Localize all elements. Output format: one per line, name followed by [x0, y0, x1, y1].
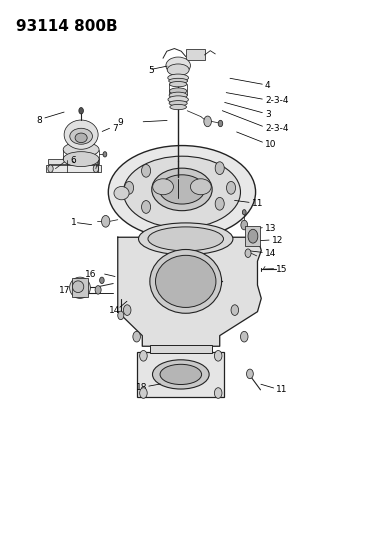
Circle shape: [141, 200, 150, 213]
Circle shape: [227, 181, 236, 194]
Ellipse shape: [152, 168, 212, 211]
Bar: [138, 352, 224, 397]
Circle shape: [124, 305, 131, 316]
Text: 93114 800B: 93114 800B: [16, 19, 117, 34]
Text: 3: 3: [265, 110, 271, 119]
Ellipse shape: [72, 281, 84, 293]
Ellipse shape: [153, 179, 174, 195]
Circle shape: [103, 152, 107, 157]
Text: 1: 1: [70, 219, 76, 228]
Circle shape: [241, 220, 247, 230]
Circle shape: [139, 387, 147, 398]
Text: 11: 11: [276, 385, 288, 394]
Circle shape: [100, 277, 104, 284]
Ellipse shape: [108, 146, 255, 239]
Ellipse shape: [168, 74, 189, 82]
Text: 14: 14: [110, 305, 121, 314]
Ellipse shape: [150, 249, 222, 313]
Text: 16: 16: [85, 270, 96, 279]
Text: 9: 9: [118, 118, 124, 127]
Ellipse shape: [169, 78, 188, 84]
Ellipse shape: [114, 187, 129, 200]
Bar: [186, 49, 205, 60]
Circle shape: [241, 332, 248, 342]
Text: 14: 14: [265, 249, 276, 259]
Ellipse shape: [159, 175, 205, 204]
Ellipse shape: [152, 360, 209, 389]
Ellipse shape: [168, 96, 188, 103]
Text: 18: 18: [136, 383, 147, 392]
Circle shape: [141, 165, 150, 177]
Ellipse shape: [170, 104, 186, 110]
Circle shape: [248, 229, 258, 243]
Text: 10: 10: [265, 140, 277, 149]
Ellipse shape: [169, 92, 187, 99]
Circle shape: [133, 332, 140, 342]
Ellipse shape: [166, 57, 190, 74]
Circle shape: [79, 108, 83, 114]
Circle shape: [215, 197, 224, 210]
Bar: [48, 159, 99, 165]
Text: 15: 15: [276, 265, 288, 274]
Circle shape: [231, 305, 239, 316]
Text: 2-3-4: 2-3-4: [265, 96, 288, 105]
Bar: [72, 278, 88, 297]
Circle shape: [246, 369, 253, 378]
Circle shape: [204, 116, 211, 127]
Circle shape: [139, 351, 147, 361]
Ellipse shape: [63, 142, 99, 157]
Circle shape: [215, 162, 224, 174]
Circle shape: [215, 387, 222, 398]
Circle shape: [102, 215, 110, 227]
Text: 8: 8: [36, 116, 42, 125]
Circle shape: [95, 286, 101, 294]
Circle shape: [125, 181, 134, 194]
Ellipse shape: [138, 223, 233, 255]
Ellipse shape: [75, 133, 87, 143]
Text: 13: 13: [265, 224, 277, 233]
Bar: [46, 165, 101, 172]
Text: 5: 5: [148, 67, 154, 75]
Circle shape: [118, 311, 124, 320]
Ellipse shape: [124, 156, 241, 228]
Ellipse shape: [155, 255, 216, 308]
Text: 12: 12: [272, 237, 283, 246]
Ellipse shape: [148, 227, 224, 251]
Ellipse shape: [64, 120, 98, 149]
Circle shape: [242, 209, 246, 215]
Ellipse shape: [167, 64, 189, 76]
Text: 11: 11: [252, 199, 263, 208]
Ellipse shape: [70, 128, 92, 144]
Ellipse shape: [63, 152, 99, 166]
Ellipse shape: [169, 101, 187, 106]
Circle shape: [93, 165, 99, 172]
Ellipse shape: [169, 82, 187, 87]
Ellipse shape: [169, 88, 187, 94]
Text: 2-3-4: 2-3-4: [265, 124, 288, 133]
Bar: [150, 345, 212, 353]
Text: 17: 17: [59, 286, 71, 295]
Ellipse shape: [160, 365, 202, 384]
Ellipse shape: [70, 277, 90, 298]
Text: 6: 6: [70, 156, 76, 165]
Circle shape: [48, 165, 53, 172]
Circle shape: [215, 351, 222, 361]
Text: 4: 4: [265, 81, 271, 90]
Circle shape: [218, 120, 223, 127]
Ellipse shape: [190, 179, 211, 195]
Text: 7: 7: [112, 124, 118, 133]
Polygon shape: [118, 237, 261, 346]
Circle shape: [245, 249, 251, 257]
Bar: [245, 226, 260, 246]
